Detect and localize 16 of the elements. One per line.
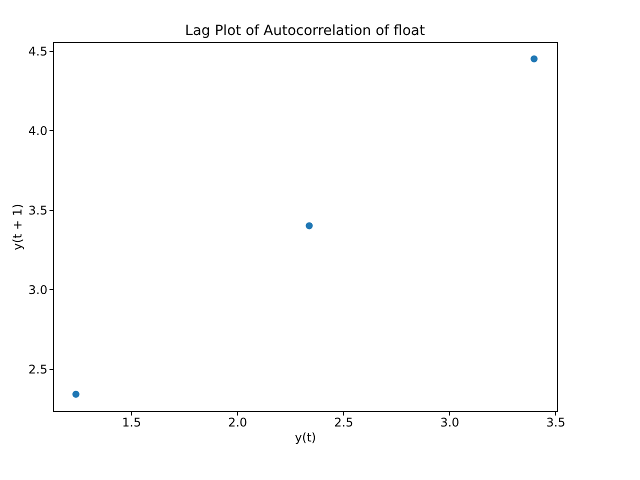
y-tick-label: 3.5 <box>28 203 48 218</box>
x-tick-label: 2.0 <box>228 416 248 430</box>
point <box>530 55 538 62</box>
x-tick-label: 3.0 <box>440 416 460 430</box>
point <box>306 222 313 230</box>
y-axis-title: y(t + 1) <box>10 204 24 250</box>
chart-title: Lag Plot of Autocorrelation of float <box>185 23 426 39</box>
x-tick-label: 3.5 <box>546 416 566 430</box>
x-tick-label: 1.5 <box>122 416 142 430</box>
y-tick-label: 3.0 <box>28 282 48 297</box>
y-tick-label: 2.5 <box>28 362 48 376</box>
point <box>72 390 80 398</box>
x-axis-title: y(t) <box>294 430 316 444</box>
y-tick-label: 4.0 <box>28 124 48 138</box>
x-tick-label: 2.5 <box>334 416 354 430</box>
y-tick-label: 4.5 <box>28 44 48 58</box>
